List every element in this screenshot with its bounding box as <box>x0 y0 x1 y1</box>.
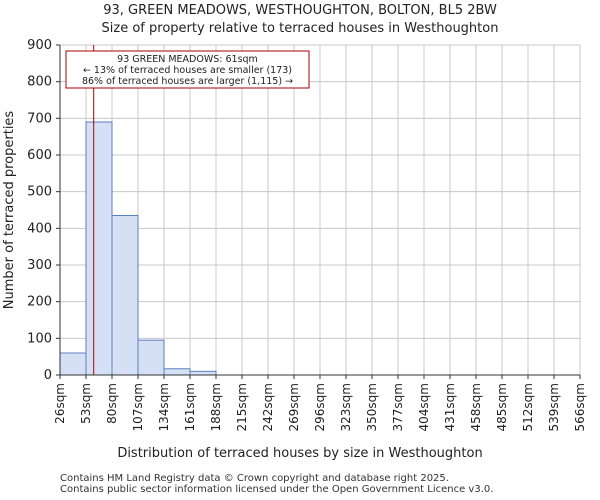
annotation-line-1: 93 GREEN MEADOWS: 61sqm <box>117 54 258 65</box>
x-tick-label: 242sqm <box>261 383 275 431</box>
x-tick-label: 485sqm <box>495 383 509 431</box>
y-tick-label: 200 <box>27 295 52 310</box>
x-tick-label: 80sqm <box>105 383 119 424</box>
y-axis-label: Number of terraced properties <box>2 111 17 310</box>
y-tick-label: 400 <box>27 221 52 236</box>
x-tick-label: 404sqm <box>417 383 431 431</box>
histogram-bar <box>59 352 87 376</box>
x-tick-label: 188sqm <box>209 383 223 431</box>
x-tick-label: 512sqm <box>521 383 535 431</box>
chart-title-address: 93, GREEN MEADOWS, WESTHOUGHTON, BOLTON,… <box>103 3 497 18</box>
histogram-bar <box>111 215 139 376</box>
footer-copyright: Contains HM Land Registry data © Crown c… <box>60 473 449 484</box>
x-axis-label: Distribution of terraced houses by size … <box>117 446 482 461</box>
histogram-bar <box>137 339 165 376</box>
x-tick-label: 566sqm <box>573 383 587 431</box>
x-tick-label: 350sqm <box>365 383 379 431</box>
x-tick-label: 215sqm <box>235 383 249 431</box>
chart-title: Size of property relative to terraced ho… <box>101 21 499 36</box>
annotation: 93 GREEN MEADOWS: 61sqm ← 13% of terrace… <box>65 50 310 89</box>
y-tick-label: 700 <box>27 111 52 126</box>
y-tick-label: 900 <box>27 38 52 53</box>
annotation-line-3: 86% of terraced houses are larger (1,115… <box>82 76 293 87</box>
axes: 0 100 200 300 400 500 600 700 800 900 26sqm 53sqm 80… <box>27 38 587 431</box>
y-tick-label: 0 <box>44 368 52 383</box>
x-tick-label: 323sqm <box>339 383 353 431</box>
x-tick-label: 431sqm <box>443 383 457 431</box>
y-tick-label: 300 <box>27 258 52 273</box>
x-tick-label: 269sqm <box>287 383 301 431</box>
y-tick-label: 500 <box>27 185 52 200</box>
annotation-box <box>65 50 310 89</box>
x-tick-label: 161sqm <box>183 383 197 431</box>
y-tick-label: 100 <box>27 331 52 346</box>
histogram-bar <box>189 370 217 376</box>
x-tick-label: 377sqm <box>391 383 405 431</box>
x-tick-label: 296sqm <box>313 383 327 431</box>
x-tick-label: 458sqm <box>469 383 483 431</box>
histogram-bar <box>163 368 191 376</box>
x-tick-label: 134sqm <box>157 383 171 431</box>
footer-licence: Contains public sector information licen… <box>60 484 494 495</box>
x-tick-label: 26sqm <box>53 383 67 424</box>
x-tick-label: 539sqm <box>547 383 561 431</box>
histogram-bar <box>85 121 113 376</box>
annotation-line-2: ← 13% of terraced houses are smaller (17… <box>83 65 292 76</box>
bars <box>59 121 217 376</box>
x-tick-label: 53sqm <box>79 383 93 424</box>
x-tick-label: 107sqm <box>131 383 145 431</box>
y-tick-label: 800 <box>27 75 52 90</box>
y-tick-label: 600 <box>27 148 52 163</box>
